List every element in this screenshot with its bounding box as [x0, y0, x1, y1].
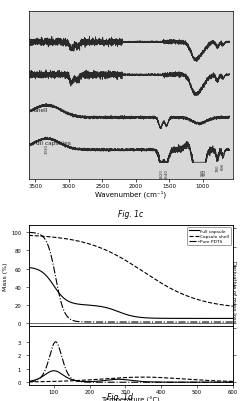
Text: 3330: 3330 [45, 144, 49, 154]
Line: Full capsule: Full capsule [29, 268, 233, 319]
Capsule shell [225, 303, 228, 308]
Pure PDTS [188, 320, 191, 325]
Pure PDTS [121, 320, 124, 325]
Capsule shell [225, 303, 228, 308]
Full capsule [27, 265, 30, 270]
Full capsule [188, 316, 191, 321]
Capsule shell [27, 233, 30, 238]
Line: Pure PDTS: Pure PDTS [29, 233, 233, 322]
Text: 780: 780 [216, 164, 219, 172]
Pure PDTS [27, 231, 30, 235]
Full capsule [225, 316, 228, 321]
Text: 995: 995 [201, 168, 205, 176]
Text: Fig. 1d: Fig. 1d [107, 392, 133, 401]
Text: Derivative of mass loss: Derivative of mass loss [232, 260, 236, 321]
Text: Shell: Shell [34, 107, 48, 112]
Capsule shell [231, 304, 234, 309]
Pure PDTS [225, 320, 228, 325]
Pure PDTS [227, 320, 230, 325]
Text: Full capsules: Full capsules [34, 141, 71, 146]
Legend: Full capsule, Capsule shell, Pure PDTS: Full capsule, Capsule shell, Pure PDTS [187, 228, 231, 245]
Capsule shell [188, 295, 191, 300]
Capsule shell [121, 257, 124, 261]
Text: 1620: 1620 [159, 168, 163, 178]
Full capsule [225, 316, 228, 321]
Pure PDTS [38, 232, 41, 237]
Line: Capsule shell: Capsule shell [29, 236, 233, 306]
Text: Fig. 1c: Fig. 1c [118, 209, 144, 219]
Text: 696: 696 [221, 162, 225, 170]
Pure PDTS [126, 320, 129, 325]
X-axis label: Wavenumber (cm⁻¹): Wavenumber (cm⁻¹) [95, 190, 166, 198]
Full capsule [126, 313, 129, 318]
Pure PDTS [225, 320, 228, 325]
Capsule shell [38, 234, 41, 239]
Pure PDTS [231, 320, 234, 325]
Capsule shell [126, 260, 129, 265]
Text: PDTS: PDTS [34, 40, 49, 45]
Full capsule [121, 311, 124, 316]
Full capsule [231, 316, 234, 321]
Text: 1540: 1540 [165, 168, 168, 178]
Y-axis label: Mass (%): Mass (%) [3, 261, 8, 290]
Full capsule [38, 268, 41, 273]
X-axis label: Temperature (°C): Temperature (°C) [102, 395, 160, 401]
Text: Core: Core [34, 74, 47, 79]
Text: 962: 962 [203, 168, 207, 176]
